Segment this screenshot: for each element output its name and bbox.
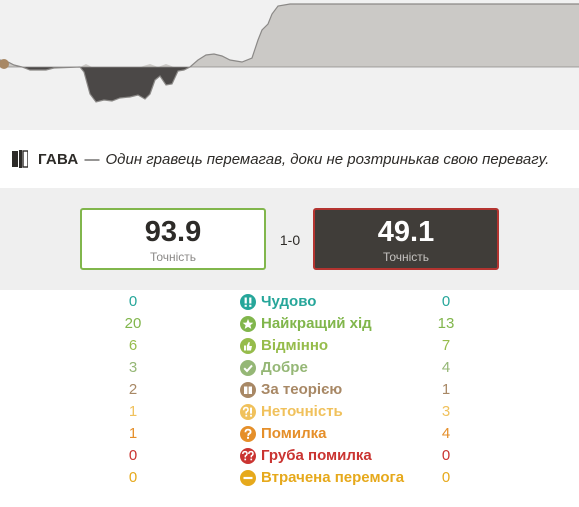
thumbs-up-icon: [240, 338, 256, 354]
white-count-blunder: 0: [128, 447, 138, 464]
white-count-mistake: 1: [128, 425, 138, 442]
classification-label-mistake: Помилка: [261, 425, 327, 442]
classification-row-inaccuracy: 1 Неточність 3: [0, 401, 579, 423]
classification-row-brilliant: 0 Чудово 0: [0, 291, 579, 313]
black-count-brilliant: 0: [441, 293, 451, 310]
black-advantage-area: [0, 67, 190, 102]
double-exclamation-icon: [240, 294, 256, 310]
headline-label: ГАВА: [38, 150, 79, 168]
headline-dash: —: [84, 150, 100, 168]
accuracy-section: 93.9 Точність 1-0 49.1 Точність: [0, 188, 579, 290]
white-count-best: 20: [124, 315, 142, 332]
classification-row-best: 20 Найкращий хід 13: [0, 313, 579, 335]
classification-row-excellent: 6 Відмінно 7: [0, 335, 579, 357]
classification-label-inaccuracy: Неточність: [261, 403, 343, 420]
classification-label-blunder: Груба помилка: [261, 447, 372, 464]
question-mark-icon: [240, 426, 256, 442]
black-count-mistake: 4: [441, 425, 451, 442]
classification-row-blunder: 0 Груба помилка 0: [0, 445, 579, 467]
evaluation-graph-svg: [0, 0, 579, 130]
move-classification-table: 0 Чудово 0 20 Найкращий хід 13 6 Відмінно 7 3 Добр…: [0, 290, 579, 507]
white-count-inaccuracy: 1: [128, 403, 138, 420]
classification-row-good: 3 Добре 4: [0, 357, 579, 379]
classification-label-miss: Втрачена перемога: [261, 469, 405, 486]
white-count-brilliant: 0: [128, 293, 138, 310]
white-accuracy-caption: Точність: [149, 250, 197, 264]
minus-icon: [240, 470, 256, 486]
evaluation-line: [0, 3, 579, 103]
star-icon: [240, 316, 256, 332]
black-accuracy-box: 49.1 Точність: [313, 208, 499, 270]
game-summary-headline: ГАВА — Один гравець перемагав, доки не р…: [0, 130, 579, 188]
black-count-excellent: 7: [441, 337, 451, 354]
black-count-good: 4: [441, 359, 451, 376]
classification-row-book: 2 За теорією 1: [0, 379, 579, 401]
black-accuracy-caption: Точність: [382, 250, 430, 264]
classification-label-good: Добре: [261, 359, 308, 376]
white-accuracy-box: 93.9 Точність: [80, 208, 266, 270]
black-count-book: 1: [441, 381, 451, 398]
double-question-icon: [240, 448, 256, 464]
classification-label-brilliant: Чудово: [261, 293, 317, 310]
black-count-best: 13: [437, 315, 455, 332]
classification-row-mistake: 1 Помилка 4: [0, 423, 579, 445]
white-count-miss: 0: [128, 469, 138, 486]
game-result: 1-0: [279, 232, 301, 248]
white-count-book: 2: [128, 381, 138, 398]
white-accuracy-value: 93.9: [144, 216, 202, 248]
evaluation-graph[interactable]: [0, 0, 579, 130]
classification-label-book: За теорією: [261, 381, 343, 398]
white-count-good: 3: [128, 359, 138, 376]
black-count-blunder: 0: [441, 447, 451, 464]
classification-row-miss: 0 Втрачена перемога 0: [0, 467, 579, 489]
classification-label-best: Найкращий хід: [261, 315, 372, 332]
classification-label-excellent: Відмінно: [261, 337, 329, 354]
move-marker-book[interactable]: [0, 59, 9, 69]
question-exclamation-icon: [240, 404, 256, 420]
black-accuracy-value: 49.1: [377, 216, 435, 248]
black-count-miss: 0: [441, 469, 451, 486]
white-count-excellent: 6: [128, 337, 138, 354]
book-icon: [12, 150, 28, 168]
headline-description: Один гравець перемагав, доки не розтринь…: [105, 150, 550, 168]
white-advantage-area: [0, 4, 579, 67]
checkmark-icon: [240, 360, 256, 376]
black-count-inaccuracy: 3: [441, 403, 451, 420]
book-icon: [240, 382, 256, 398]
